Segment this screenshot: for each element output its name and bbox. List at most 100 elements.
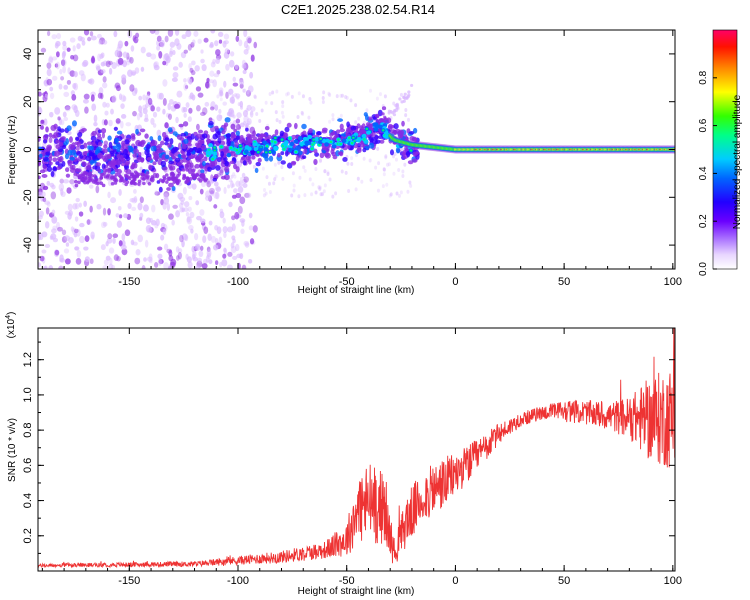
spectrogram-cell: [76, 43, 81, 50]
spectrogram-cell: [156, 92, 162, 100]
spectrogram-cell: [59, 178, 65, 184]
spectrogram-cell: [97, 141, 103, 147]
spectrogram-cell: [44, 93, 49, 98]
spectrogram-cell: [184, 85, 189, 90]
spectrogram-cell: [166, 248, 172, 254]
spectrogram-cell: [387, 111, 391, 115]
spectrogram-cell: [188, 155, 195, 160]
spectrogram-cell: [253, 95, 257, 100]
spectrogram-cell: [246, 135, 252, 142]
spectrogram-cell: [147, 256, 153, 262]
spectrogram-heatmap: [38, 30, 675, 269]
spectrogram-cell: [356, 147, 362, 154]
spectrogram-x-axis: -150 -100 -50 0 50 100: [41, 30, 682, 288]
spectrogram-cell: [406, 189, 410, 194]
spectrogram-cell: [135, 128, 139, 135]
spectrogram-cell: [157, 148, 163, 154]
spectrogram-cell: [339, 142, 342, 146]
spectrogram-cell: [178, 123, 184, 128]
spectrogram-cell: [129, 84, 135, 92]
spectrogram-cell: [82, 98, 89, 104]
spectrogram-cell: [219, 211, 225, 219]
spectrogram-cell: [58, 83, 63, 90]
spectrogram-cell: [73, 232, 78, 238]
spectrogram-cell: [72, 45, 76, 52]
spectrogram-cell: [219, 92, 223, 97]
spectrogram-cell: [237, 102, 241, 107]
spectrogram-cell: [200, 145, 207, 151]
spectrogram-cell: [117, 40, 124, 49]
spectrogram-cell: [222, 101, 228, 106]
spectrogram-cell: [332, 155, 338, 160]
spectrogram-cell: [156, 106, 161, 112]
spectrogram-cell: [235, 118, 241, 124]
spectrogram-cell: [314, 190, 318, 195]
spectrogram-cell: [195, 243, 201, 249]
spectrogram-cell: [214, 131, 221, 138]
spectrogram-cell: [188, 78, 193, 85]
spectrogram-cell: [324, 145, 330, 152]
spectrogram-cell: [46, 68, 52, 77]
spectrogram-cell: [181, 207, 185, 213]
spectrogram-cell: [147, 227, 153, 233]
spectrogram-cell: [235, 192, 242, 199]
spectrogram-cell: [189, 211, 195, 219]
spectrogram-cell: [389, 149, 395, 156]
spectrogram-cell: [177, 172, 182, 176]
spectrogram-cell: [313, 158, 318, 166]
spectrogram-cell: [309, 100, 313, 105]
spectrogram-cell: [238, 39, 243, 47]
spectrogram-cell: [187, 116, 192, 122]
spectrogram-cell: [298, 175, 302, 180]
spectrogram-cell: [360, 179, 364, 184]
spectrogram-cell: [337, 151, 343, 156]
spectrogram-cell: [139, 140, 145, 148]
spectrogram-cell: [108, 119, 113, 127]
spectrogram-cell: [132, 241, 138, 246]
spectrogram-cell: [311, 143, 314, 146]
spectrogram-cell: [183, 82, 188, 91]
spectrogram-cell: [181, 168, 186, 172]
spectrogram-cell: [215, 49, 221, 56]
spectrogram-cell: [288, 137, 292, 140]
spectrogram-cell: [330, 131, 336, 136]
colorbar-ticks: 0.0 0.2 0.4 0.6 0.8: [698, 70, 717, 276]
spectrogram-cell: [321, 129, 328, 134]
spectrogram-cell: [165, 180, 169, 184]
spectrogram-cell: [129, 56, 134, 64]
spectrogram-cell: [96, 181, 100, 186]
spectrogram-cell: [119, 154, 124, 161]
spectrogram-cell: [108, 247, 115, 254]
spectrogram-cell: [321, 138, 327, 144]
spectrogram-cell: [199, 209, 205, 216]
spectrogram-cell: [272, 181, 276, 186]
spectrogram-cell: [118, 93, 123, 101]
spectrogram-cell: [97, 169, 102, 173]
spectrogram-cell: [130, 239, 135, 246]
spectrogram-cell: [145, 143, 151, 150]
spectrogram-cell: [226, 264, 233, 269]
spectrogram-cell: [231, 94, 235, 99]
spectrogram-cell: [227, 184, 231, 189]
spectrogram-cell: [134, 257, 141, 265]
spectrogram-cell: [113, 30, 118, 38]
spectrogram-cell: [280, 138, 284, 141]
spectrogram-cell: [162, 228, 167, 235]
spectrogram-cell: [331, 144, 337, 149]
spectrogram-cell: [227, 92, 231, 97]
spectrogram-cell: [167, 265, 172, 269]
spectrogram-cell: [402, 149, 407, 156]
spectrogram-cell: [48, 137, 53, 144]
spectrogram-cell: [183, 201, 190, 208]
spectrogram-cell: [102, 221, 108, 227]
spectrogram-cell: [231, 235, 236, 241]
spectrogram-cell: [356, 176, 360, 181]
spectrogram-cell: [191, 168, 196, 173]
spectrogram-cell: [59, 136, 66, 141]
spectrogram-cell: [191, 60, 196, 66]
spectrogram-cell: [160, 234, 165, 241]
spectrogram-cell: [107, 153, 112, 159]
spectrogram-cell: [240, 105, 244, 110]
spectrogram-cell: [83, 93, 90, 100]
colorbar-label: Normalized spectral amplitude: [732, 94, 743, 229]
